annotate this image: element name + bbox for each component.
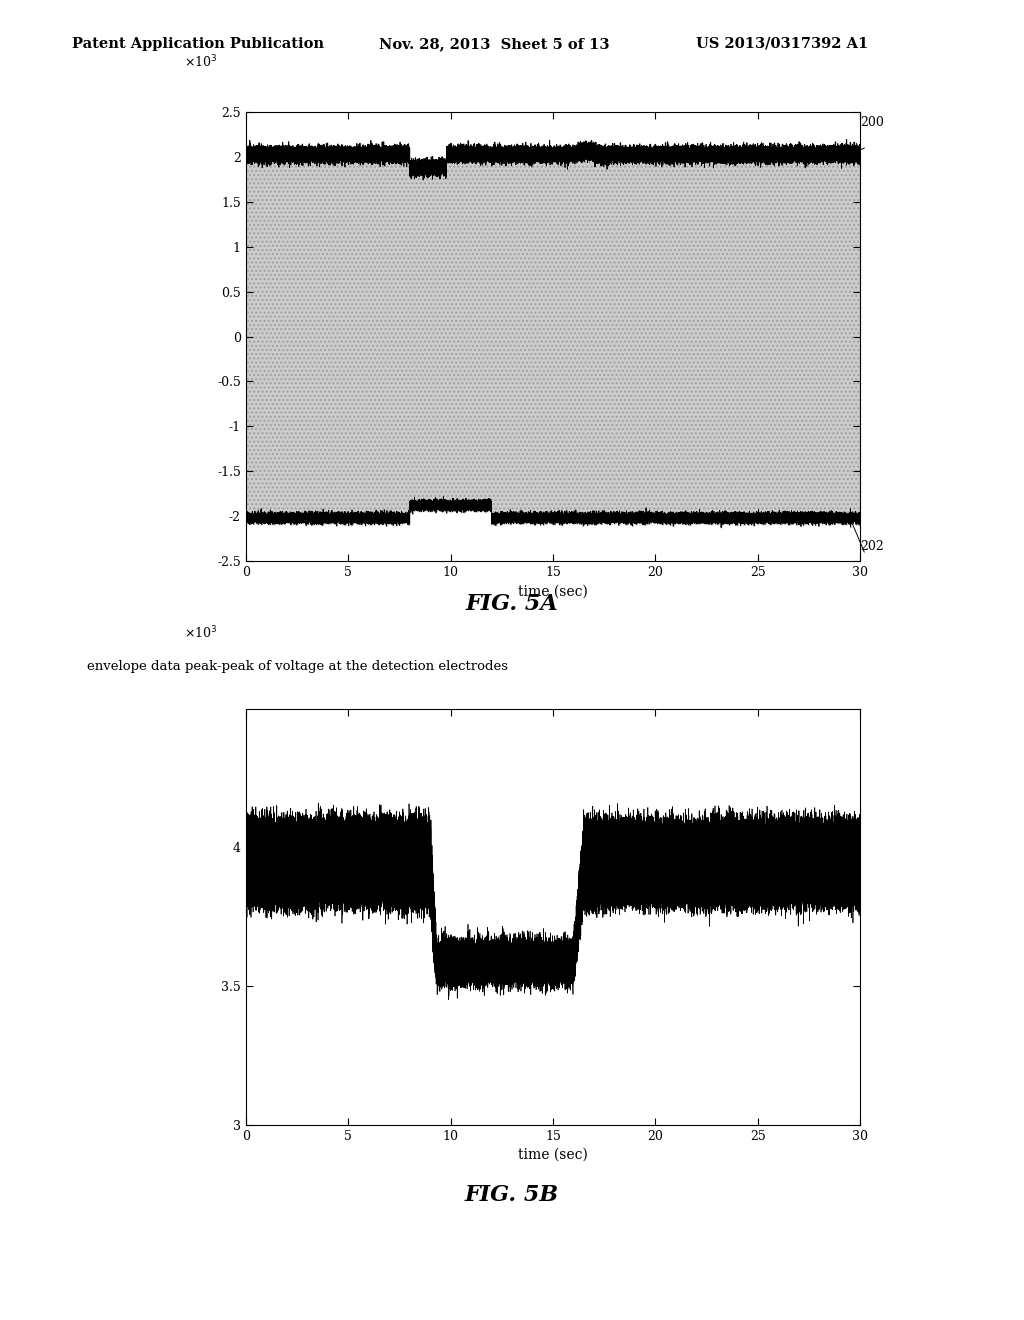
Text: FIG. 5A: FIG. 5A [466,593,558,615]
X-axis label: time (sec): time (sec) [518,1148,588,1162]
Text: Patent Application Publication: Patent Application Publication [72,37,324,51]
Text: FIG. 5B: FIG. 5B [465,1184,559,1206]
Text: Nov. 28, 2013  Sheet 5 of 13: Nov. 28, 2013 Sheet 5 of 13 [379,37,609,51]
Text: $\times$10$^{3}$: $\times$10$^{3}$ [184,624,218,642]
Text: 200: 200 [860,116,884,128]
Text: $\times$10$^{3}$: $\times$10$^{3}$ [184,54,218,70]
X-axis label: time (sec): time (sec) [518,585,588,598]
Text: 202: 202 [860,540,884,553]
Text: US 2013/0317392 A1: US 2013/0317392 A1 [696,37,868,51]
Text: envelope data peak-peak of voltage at the detection electrodes: envelope data peak-peak of voltage at th… [87,660,508,673]
